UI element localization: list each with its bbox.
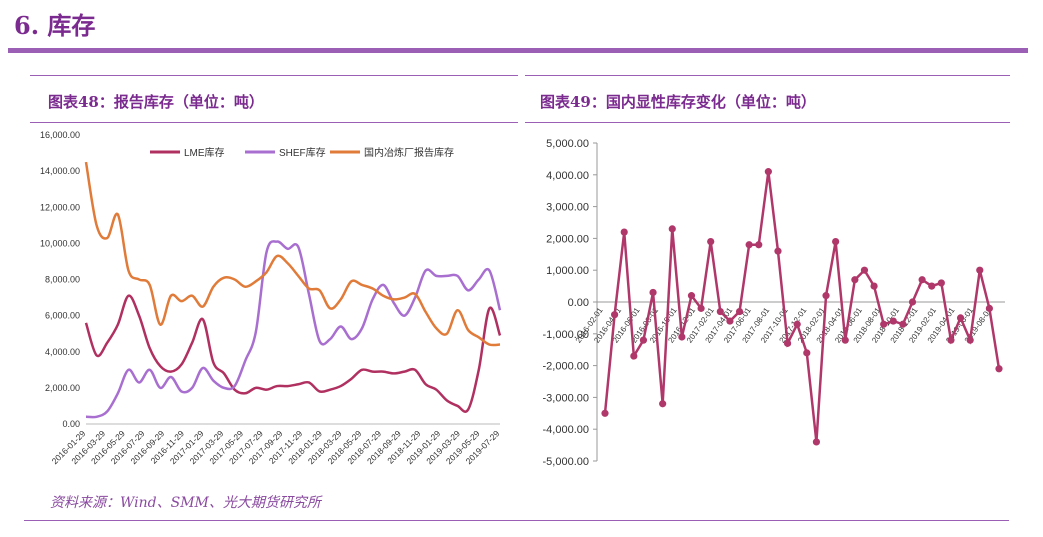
chart2-data-point — [620, 228, 628, 236]
chart1-y-tick-label: 6,000.00 — [45, 311, 80, 321]
chart2-data-point — [697, 304, 705, 312]
chart1-y-tick-label: 10,000.00 — [40, 238, 80, 248]
chart2-data-point — [726, 317, 734, 325]
chart2-data-point — [995, 365, 1003, 373]
chart1-y-tick-label: 12,000.00 — [40, 202, 80, 212]
chart2-data-point — [880, 320, 888, 328]
chart2-y-tick-label: 4,000.00 — [546, 170, 589, 182]
chart2-data-point — [851, 276, 859, 284]
chart2-y-tick-label: -4,000.00 — [543, 424, 589, 436]
chart2-data-point — [745, 241, 753, 249]
chart1-y-tick-label: 14,000.00 — [40, 166, 80, 176]
chart2-y-tick-label: 5,000.00 — [546, 138, 589, 150]
chart2-data-point — [860, 266, 869, 274]
chart2-data-point — [889, 317, 897, 325]
chart2-data-point — [678, 333, 686, 341]
chart2-data-point — [659, 400, 667, 408]
chart2-data-point — [812, 438, 821, 446]
chart2-data-point — [870, 282, 878, 290]
chart1-y-tick-label: 4,000.00 — [45, 347, 80, 357]
chart1-legend-label: SHEF库存 — [279, 146, 326, 159]
chart1-y-tick-label: 0.00 — [62, 419, 80, 429]
chart2-data-point — [783, 339, 792, 347]
section-title: 6. 库存 — [14, 11, 96, 40]
chart2-y-tick-label: -5,000.00 — [543, 456, 589, 468]
chart1-y-tick-label: 8,000.00 — [45, 275, 80, 285]
chart2-data-point — [822, 292, 830, 300]
bottom-divider — [24, 520, 1009, 521]
chart2-data-point — [707, 237, 715, 246]
chart2-data-point — [630, 352, 638, 360]
chart2-data-point — [937, 279, 945, 287]
chart1-title-rule — [30, 122, 518, 123]
chart2-data-point — [755, 241, 763, 249]
chart2-y-tick-label: 1,000.00 — [546, 265, 589, 277]
chart2-data-point — [668, 225, 676, 233]
chart2-data-point — [985, 304, 993, 312]
chart1-title: 图表48：报告库存（单位：吨） — [48, 93, 264, 111]
chart2-y-tick-label: -3,000.00 — [543, 392, 589, 404]
chart2-data-point — [956, 314, 965, 322]
chart2-title-rule — [525, 122, 1010, 123]
chart2-data-point — [976, 266, 984, 274]
source-note: 资料来源：Wind、SMM、光大期货研究所 — [50, 495, 321, 511]
chart2-data-point — [764, 168, 772, 176]
chart1-y-tick-label: 2,000.00 — [45, 383, 80, 393]
chart1-y-tick-label: 16,000.00 — [40, 130, 80, 140]
chart2-data-point — [687, 292, 696, 300]
chart2-data-point — [947, 336, 955, 344]
chart1-legend-label: 国内冶炼厂报告库存 — [364, 146, 454, 159]
chart2-y-tick-label: 3,000.00 — [546, 202, 589, 214]
chart2-data-point — [966, 336, 974, 344]
chart2-data-point — [832, 237, 840, 246]
chart2-data-point — [841, 336, 849, 344]
chart2-title: 图表49：国内显性库存变化（单位：吨） — [540, 93, 816, 111]
chart2-data-point — [803, 349, 811, 357]
chart1-legend-label: LME库存 — [184, 146, 225, 159]
chart2-data-point — [899, 320, 907, 328]
chart2-data-point — [908, 298, 917, 306]
top-divider — [8, 48, 1028, 53]
chart1-series-line-2 — [84, 161, 501, 347]
chart2-data-point — [918, 276, 926, 284]
chart2-y-tick-label: 0.00 — [568, 297, 589, 309]
chart2-y-tick-label: -1,000.00 — [543, 329, 589, 341]
chart2-data-point — [611, 311, 619, 319]
chart2-data-point — [639, 336, 648, 344]
chart1-series-line-1 — [85, 240, 502, 419]
chart2-data-point — [649, 288, 657, 297]
chart2-y-tick-label: -2,000.00 — [543, 361, 589, 373]
chart2-data-point — [774, 247, 782, 255]
chart2-data-point — [601, 409, 609, 417]
chart1-series-line-0 — [84, 294, 502, 413]
chart2-top-rule — [525, 75, 1010, 76]
chart1-top-rule — [30, 75, 518, 76]
chart2-data-point — [793, 320, 801, 328]
chart2-data-point — [716, 307, 724, 316]
chart2-data-point — [735, 307, 744, 316]
chart2-y-tick-label: 2,000.00 — [546, 233, 589, 245]
chart2-data-point — [928, 282, 936, 290]
